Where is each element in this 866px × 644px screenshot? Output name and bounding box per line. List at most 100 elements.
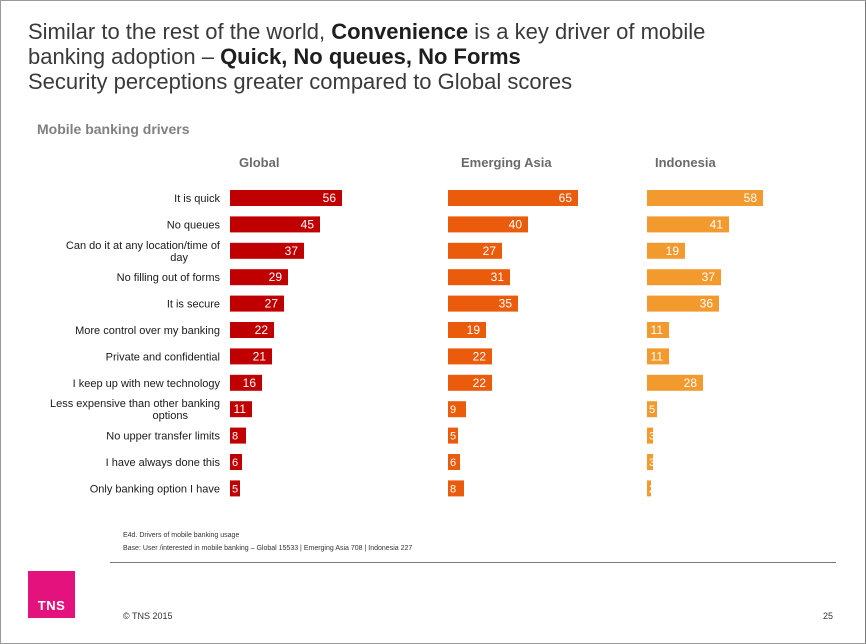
value-label: 21	[253, 349, 267, 363]
bar	[448, 401, 466, 418]
copyright: © TNS 2015	[123, 611, 173, 621]
value-label: 29	[269, 270, 283, 284]
category-label: No filling out of forms	[117, 272, 221, 284]
base-note: Base: User /interested in mobile banking…	[123, 545, 413, 552]
value-label: 2	[649, 483, 655, 495]
bar	[448, 295, 518, 312]
bar	[448, 348, 492, 365]
headline-emphasis: Quick, No queues, No Forms	[220, 44, 521, 69]
bar	[230, 322, 274, 338]
category-label: It is quick	[174, 193, 220, 205]
value-label: 3	[649, 431, 655, 443]
value-label: 35	[499, 297, 513, 311]
series-header-global: Global	[239, 155, 280, 170]
value-label: 8	[450, 483, 456, 495]
series-header-indonesia: Indonesia	[655, 155, 716, 170]
logo-text: TNS	[37, 598, 66, 613]
bar	[230, 454, 242, 470]
bar	[230, 401, 252, 418]
bar	[230, 242, 304, 259]
value-label: 45	[301, 217, 315, 231]
value-label: 27	[265, 297, 279, 311]
bar	[230, 374, 262, 391]
value-label: 8	[232, 431, 238, 443]
bar	[230, 348, 272, 365]
headline-line-3: Security perceptions greater compared to…	[28, 69, 573, 94]
category-label: Only banking option I have	[90, 483, 220, 495]
bar	[230, 427, 246, 444]
bar	[647, 190, 763, 206]
value-label: 22	[255, 323, 269, 337]
bar	[230, 269, 288, 286]
headline-text: is a key driver of mobile	[468, 19, 706, 44]
headline-line-1: Similar to the rest of the world, Conven…	[28, 19, 848, 44]
value-label: 16	[243, 376, 257, 390]
category-label: I keep up with new technology	[73, 378, 221, 390]
value-label: 27	[483, 244, 497, 258]
value-label: 40	[509, 217, 523, 231]
bar	[647, 216, 729, 233]
bar	[230, 190, 342, 206]
value-label: 11	[651, 323, 664, 337]
bar	[647, 242, 685, 259]
bar	[448, 480, 464, 497]
value-label: 5	[649, 404, 655, 416]
footer-divider	[110, 562, 836, 563]
value-label: 5	[450, 431, 456, 443]
value-label: 6	[450, 457, 456, 469]
bar	[647, 322, 669, 338]
bar	[647, 427, 653, 444]
value-label: 6	[232, 457, 238, 469]
headline: Similar to the rest of the world, Conven…	[28, 19, 848, 94]
bar	[448, 269, 510, 286]
value-label: 11	[234, 402, 247, 416]
bar	[230, 480, 240, 497]
bar	[647, 295, 719, 312]
category-label: Less expensive than other banking options	[50, 398, 220, 422]
category-label: Private and confidential	[106, 351, 220, 363]
bar	[448, 427, 458, 444]
bar	[448, 374, 492, 391]
bar	[448, 242, 502, 259]
bar	[448, 190, 578, 206]
headline-emphasis: Convenience	[331, 19, 469, 44]
value-label: 5	[232, 483, 238, 495]
page-number: 25	[823, 611, 834, 621]
series-header-emerging-asia: Emerging Asia	[461, 155, 552, 170]
category-label: No queues	[167, 219, 221, 231]
bar	[647, 374, 703, 391]
category-label: It is secure	[167, 299, 220, 311]
bar	[230, 216, 320, 233]
value-label: 28	[684, 376, 698, 390]
value-label: 19	[666, 244, 680, 258]
bar	[647, 348, 669, 365]
category-label: I have always done this	[106, 457, 221, 469]
value-label: 41	[710, 217, 724, 231]
source-note: E4d. Drivers of mobile banking usage	[123, 532, 240, 539]
bar	[647, 269, 721, 286]
value-label: 31	[491, 270, 505, 284]
bar	[647, 454, 653, 470]
value-label: 22	[473, 349, 487, 363]
category-label: No upper transfer limits	[106, 431, 220, 443]
value-label: 36	[700, 297, 714, 311]
chart-subtitle: Mobile banking drivers	[37, 121, 190, 137]
value-label: 58	[744, 191, 758, 205]
value-label: 3	[649, 457, 655, 469]
category-label: Can do it at any location/time of day	[66, 240, 221, 264]
value-label: 56	[323, 191, 337, 205]
value-label: 65	[559, 191, 573, 205]
bar	[230, 295, 284, 312]
value-label: 9	[450, 404, 456, 416]
value-label: 37	[702, 270, 716, 284]
value-label: 37	[285, 244, 299, 258]
bar	[448, 322, 486, 338]
bar	[647, 480, 651, 497]
bar	[448, 454, 460, 470]
value-label: 19	[467, 323, 481, 337]
bar	[448, 216, 528, 233]
value-label: 11	[651, 349, 664, 363]
bar	[647, 401, 657, 418]
headline-text: banking adoption –	[28, 44, 221, 69]
